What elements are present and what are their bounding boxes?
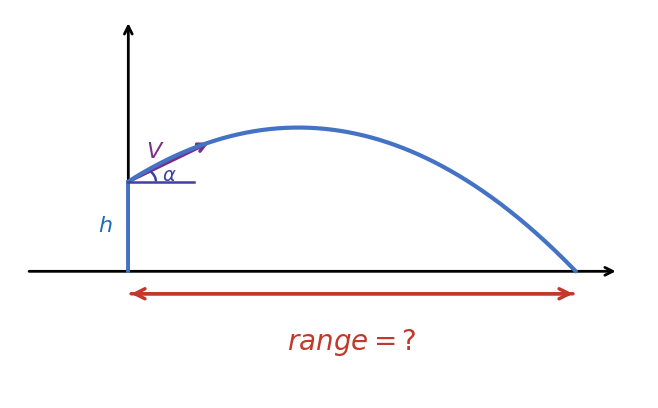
Text: $h$: $h$	[98, 216, 113, 237]
Text: $\alpha$: $\alpha$	[162, 166, 176, 184]
Text: $range=?$: $range=?$	[288, 327, 417, 358]
Text: $V$: $V$	[145, 142, 164, 162]
